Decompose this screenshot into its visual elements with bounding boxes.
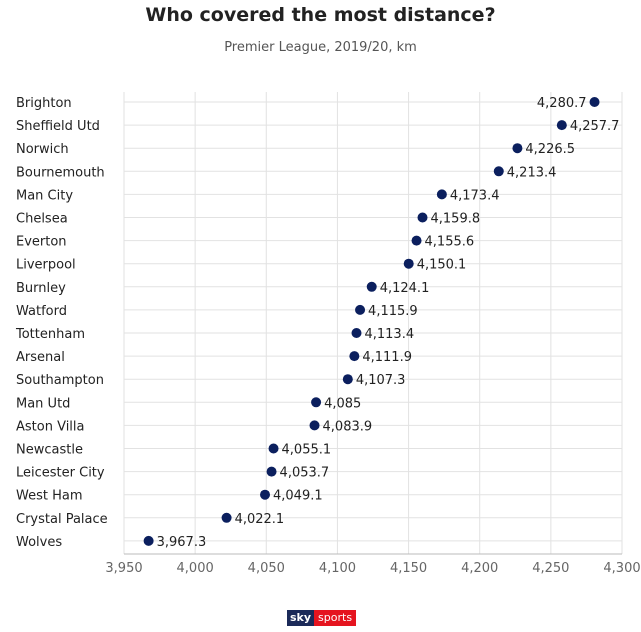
data-point (143, 535, 154, 546)
data-point (411, 235, 422, 246)
data-point (260, 489, 271, 500)
logo-sports: sports (314, 610, 357, 626)
data-point (436, 189, 447, 200)
data-label: 4,159.8 (431, 212, 481, 227)
category-label: Brighton (16, 96, 72, 111)
category-label: Wolves (16, 535, 62, 550)
category-label: West Ham (16, 489, 83, 504)
data-point (342, 374, 353, 385)
category-label: Everton (16, 235, 67, 250)
category-label: Newcastle (16, 443, 83, 458)
category-label: Crystal Palace (16, 512, 108, 527)
x-tick-label: 4,200 (461, 561, 498, 576)
category-label: Liverpool (16, 258, 76, 273)
data-point (351, 328, 362, 338)
data-label: 4,257.7 (570, 119, 620, 134)
category-label: Watford (16, 304, 67, 319)
x-tick-label: 4,150 (390, 561, 427, 576)
data-label: 4,111.9 (362, 350, 412, 365)
logo-sky: sky (287, 610, 315, 626)
category-label: Aston Villa (16, 419, 85, 434)
category-label: Man Utd (16, 396, 70, 411)
data-label: 4,049.1 (273, 489, 323, 504)
data-label: 4,022.1 (235, 512, 285, 527)
category-label: Leicester City (16, 466, 105, 481)
sky-sports-logo: sky sports (287, 610, 357, 626)
data-point (589, 97, 600, 107)
category-label: Sheffield Utd (16, 119, 100, 134)
category-label: Chelsea (16, 212, 68, 227)
data-label: 4,124.1 (380, 281, 430, 296)
data-point (349, 351, 360, 362)
data-point (366, 281, 377, 292)
data-label: 4,115.9 (368, 304, 418, 319)
category-label: Norwich (16, 142, 69, 157)
x-tick-label: 4,300 (603, 561, 640, 576)
chart-subtitle: Premier League, 2019/20, km (224, 40, 417, 55)
x-tick-label: 4,000 (177, 561, 214, 576)
data-point (311, 397, 322, 408)
data-point (355, 304, 366, 315)
data-point (221, 512, 232, 523)
data-point (309, 420, 320, 431)
category-label: Burnley (16, 281, 66, 296)
category-label: Tottenham (15, 327, 85, 342)
data-label: 4,280.7 (537, 96, 587, 111)
data-label: 4,150.1 (417, 258, 467, 273)
x-tick-label: 4,250 (532, 561, 569, 576)
chart-title: Who covered the most distance? (145, 4, 496, 26)
data-label: 4,053.7 (280, 466, 330, 481)
category-label: Man City (16, 188, 73, 203)
x-tick-label: 4,100 (319, 561, 356, 576)
data-point (417, 212, 428, 223)
data-point (268, 443, 279, 454)
data-label: 4,085 (324, 396, 361, 411)
data-label: 4,213.4 (507, 165, 557, 180)
data-point (556, 120, 567, 131)
x-tick-label: 3,950 (105, 561, 142, 576)
data-point (493, 166, 504, 177)
data-label: 4,226.5 (525, 142, 575, 157)
category-label: Southampton (16, 373, 104, 388)
data-label: 4,155.6 (425, 235, 475, 250)
data-label: 4,107.3 (356, 373, 406, 388)
data-point (266, 466, 277, 477)
data-point (512, 143, 523, 154)
data-label: 4,113.4 (364, 327, 414, 342)
category-label: Bournemouth (16, 165, 105, 180)
data-label: 4,173.4 (450, 188, 500, 203)
x-tick-label: 4,050 (248, 561, 285, 576)
data-label: 4,055.1 (282, 443, 332, 458)
data-label: 4,083.9 (323, 419, 373, 434)
category-label: Arsenal (16, 350, 65, 365)
data-point (403, 258, 414, 269)
data-label: 3,967.3 (157, 535, 207, 550)
